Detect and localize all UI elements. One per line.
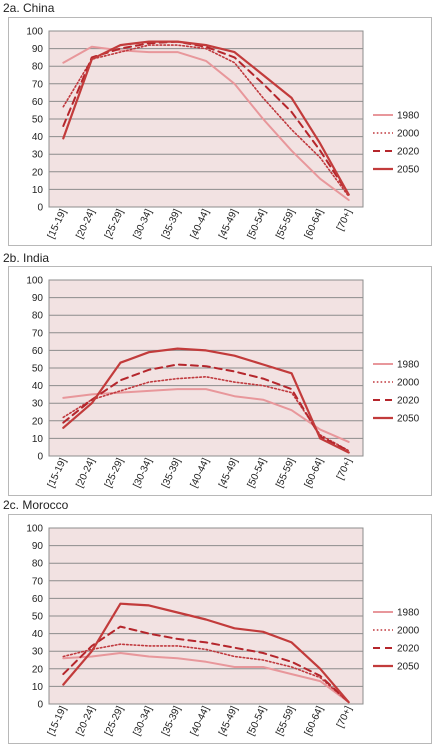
legend-label: 2000: [397, 378, 420, 389]
y-tick-label: 80: [32, 559, 44, 570]
x-tick-label: [50-54]: [246, 704, 269, 737]
y-tick-label: 50: [32, 364, 44, 375]
x-tick-label: [15-19]: [46, 704, 69, 737]
y-tick-label: 70: [32, 328, 44, 339]
legend-label: 2000: [397, 129, 420, 140]
x-tick-label: [15-19]: [46, 207, 69, 240]
x-tick-label: [40-44]: [189, 704, 212, 737]
y-tick-label: 0: [37, 700, 43, 711]
series-line-2050: [62, 602, 350, 704]
legend-label: 2050: [397, 414, 420, 425]
y-tick-label: 100: [26, 524, 43, 535]
y-tick-label: 20: [32, 664, 44, 675]
y-tick-label: 30: [32, 647, 44, 658]
x-tick-label: [25-29]: [103, 207, 126, 240]
y-tick-label: 60: [32, 97, 44, 108]
x-tick-label: [70+]: [335, 704, 355, 729]
chart-svg: 0 10 20 30 40 50 60 70 80 90 100 [15-19] [20-24] [25-…: [26, 27, 420, 241]
y-tick-label: 0: [37, 452, 43, 463]
series-line-2050: [62, 347, 350, 454]
y-tick-label: 70: [32, 79, 44, 90]
y-tick-label: 30: [32, 399, 44, 410]
y-tick-label: 20: [32, 167, 44, 178]
x-tick-label: [60-64]: [303, 207, 326, 240]
x-tick-label: [30-34]: [131, 704, 154, 737]
x-tick-label: [35-39]: [160, 207, 183, 240]
x-tick-label: [35-39]: [160, 456, 183, 489]
chart-title: 2c. Morocco: [3, 498, 69, 512]
y-tick-label: 50: [32, 115, 44, 126]
series-line-1980: [62, 652, 350, 704]
x-tick-label: [50-54]: [246, 207, 269, 240]
legend-label: 1980: [397, 111, 420, 122]
series-line-2000: [62, 44, 350, 198]
chart-title: 2b. India: [3, 251, 50, 265]
y-tick-label: 50: [32, 612, 44, 623]
x-tick-label: [25-29]: [103, 456, 126, 489]
x-tick-label: [40-44]: [189, 456, 212, 489]
legend-label: 2050: [397, 662, 420, 673]
x-tick-label: [60-64]: [303, 456, 326, 489]
legend-label: 1980: [397, 608, 420, 619]
x-tick-label: [55-59]: [274, 456, 297, 489]
x-tick-label: [45-49]: [217, 207, 240, 240]
x-tick-label: [25-29]: [103, 704, 126, 737]
series-line-2020: [62, 625, 350, 704]
y-tick-label: 10: [32, 682, 44, 693]
x-tick-label: [50-54]: [246, 456, 269, 489]
y-tick-label: 90: [32, 293, 44, 304]
legend-label: 2050: [397, 165, 420, 176]
x-tick-label: [45-49]: [217, 704, 240, 737]
y-tick-label: 30: [32, 150, 44, 161]
y-tick-label: 40: [32, 132, 44, 143]
x-tick-label: [20-24]: [74, 456, 97, 489]
chart-title: 2a. China: [3, 1, 55, 15]
series-line-2050: [62, 40, 350, 196]
chart-panel: 0 10 20 30 40 50 60 70 80 90 100 [15-19] [20-24] [25-…: [8, 266, 432, 496]
chart-svg: 0 10 20 30 40 50 60 70 80 90 100 [15-19] [20-24] [25-…: [26, 524, 420, 738]
legend-label: 2020: [397, 396, 420, 407]
x-tick-label: [30-34]: [131, 207, 154, 240]
y-tick-label: 70: [32, 576, 44, 587]
legend-label: 2000: [397, 626, 420, 637]
x-tick-label: [40-44]: [189, 207, 212, 240]
series-line-2020: [62, 40, 350, 196]
y-tick-label: 100: [26, 276, 43, 287]
legend-label: 2020: [397, 644, 420, 655]
x-tick-label: [55-59]: [274, 704, 297, 737]
y-tick-label: 0: [37, 203, 43, 214]
x-tick-label: [70+]: [335, 456, 355, 481]
x-tick-label: [15-19]: [46, 456, 69, 489]
chart-panel: 0 10 20 30 40 50 60 70 80 90 100 [15-19] [20-24] [25-…: [8, 514, 432, 744]
x-tick-label: [55-59]: [274, 207, 297, 240]
y-tick-label: 10: [32, 185, 44, 196]
x-tick-label: [45-49]: [217, 456, 240, 489]
y-tick-label: 10: [32, 434, 44, 445]
x-tick-label: [20-24]: [74, 704, 97, 737]
y-tick-label: 60: [32, 594, 44, 605]
y-tick-label: 90: [32, 541, 44, 552]
y-tick-label: 90: [32, 44, 44, 55]
y-tick-label: 20: [32, 416, 44, 427]
legend-label: 1980: [397, 360, 420, 371]
y-tick-label: 60: [32, 346, 44, 357]
y-tick-label: 80: [32, 62, 44, 73]
x-tick-label: [30-34]: [131, 456, 154, 489]
legend-label: 2020: [397, 147, 420, 158]
series-line-2000: [62, 643, 350, 703]
y-tick-label: 40: [32, 381, 44, 392]
x-tick-label: [70+]: [335, 207, 355, 232]
y-tick-label: 80: [32, 311, 44, 322]
x-tick-label: [35-39]: [160, 704, 183, 737]
chart-panel: 0 10 20 30 40 50 60 70 80 90 100 [15-19] [20-24] [25-…: [8, 17, 432, 246]
y-tick-label: 40: [32, 629, 44, 640]
x-tick-label: [60-64]: [303, 704, 326, 737]
x-tick-label: [20-24]: [74, 207, 97, 240]
y-tick-label: 100: [26, 27, 43, 38]
chart-svg: 0 10 20 30 40 50 60 70 80 90 100 [15-19] [20-24] [25-…: [26, 276, 420, 490]
series-line-2020: [62, 363, 350, 452]
